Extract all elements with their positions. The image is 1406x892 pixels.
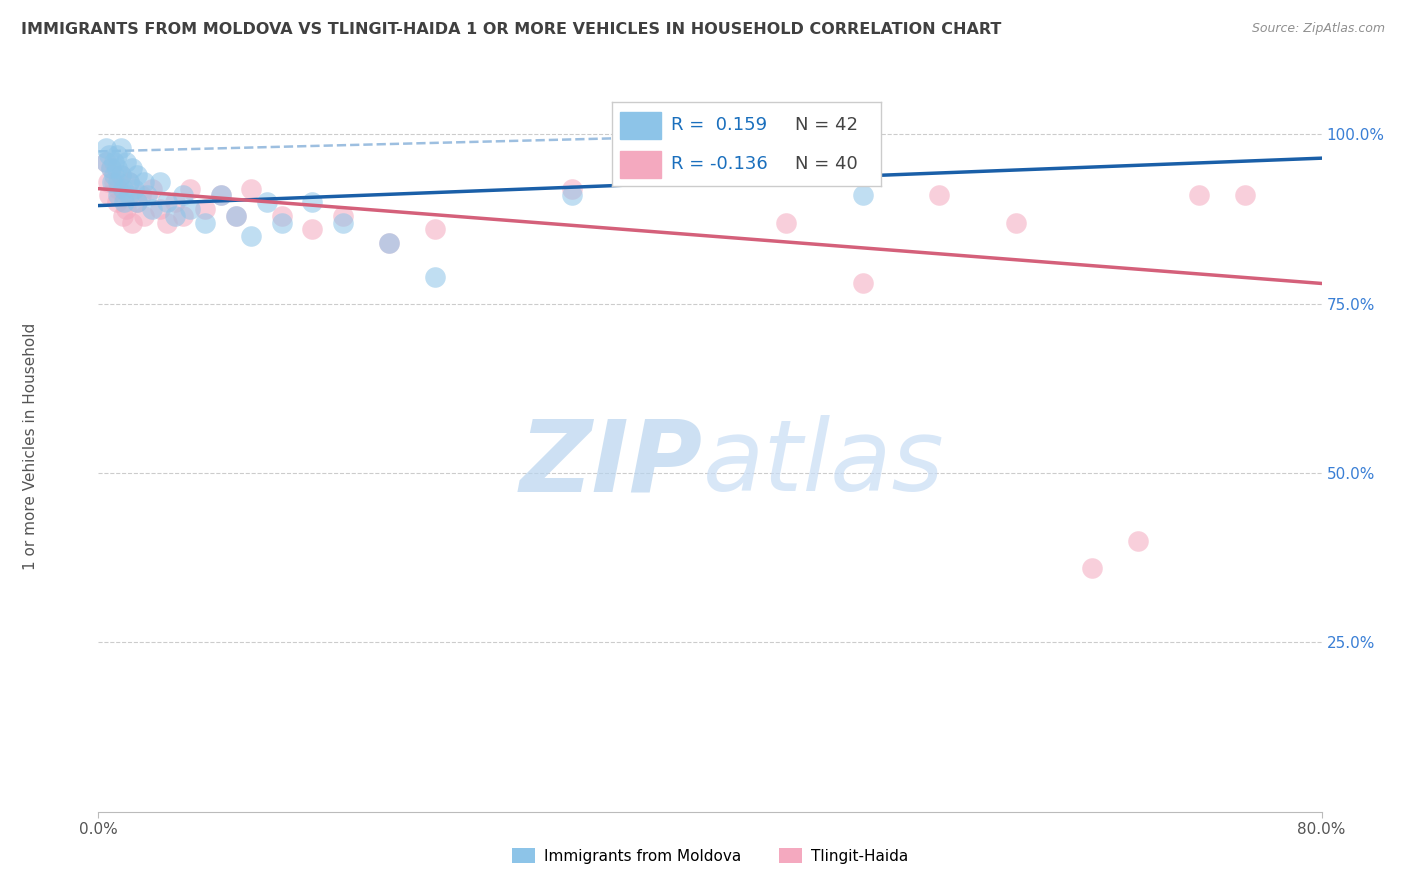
Point bbox=[118, 175, 141, 189]
Point bbox=[110, 168, 132, 182]
Point bbox=[1128, 533, 1150, 548]
Point bbox=[112, 195, 135, 210]
Point bbox=[1081, 561, 1104, 575]
Text: atlas: atlas bbox=[703, 416, 945, 512]
Point bbox=[107, 188, 129, 202]
Point bbox=[103, 154, 125, 169]
Point bbox=[156, 195, 179, 210]
Point bbox=[194, 215, 217, 229]
Text: Source: ZipAtlas.com: Source: ZipAtlas.com bbox=[1251, 22, 1385, 36]
Point bbox=[852, 277, 875, 291]
Point bbox=[98, 148, 121, 162]
Point bbox=[122, 181, 145, 195]
Point bbox=[94, 154, 117, 169]
Point bbox=[105, 148, 128, 162]
Point bbox=[110, 141, 132, 155]
Point bbox=[121, 215, 143, 229]
Text: N = 40: N = 40 bbox=[796, 154, 858, 173]
Point bbox=[852, 188, 875, 202]
Text: ZIP: ZIP bbox=[520, 416, 703, 512]
Point bbox=[107, 175, 129, 189]
Point bbox=[101, 175, 124, 189]
Point bbox=[163, 195, 186, 210]
Point bbox=[256, 195, 278, 210]
Point bbox=[423, 222, 446, 236]
Point bbox=[103, 175, 125, 189]
Point bbox=[111, 209, 134, 223]
Point bbox=[141, 181, 163, 195]
Point bbox=[332, 215, 354, 229]
Point bbox=[141, 202, 163, 216]
Legend: Immigrants from Moldova, Tlingit-Haida: Immigrants from Moldova, Tlingit-Haida bbox=[506, 842, 914, 870]
Point bbox=[125, 195, 148, 210]
Point bbox=[115, 202, 138, 216]
Point bbox=[301, 222, 323, 236]
Point bbox=[378, 235, 401, 250]
Point bbox=[118, 175, 141, 189]
Point bbox=[1234, 188, 1257, 202]
Text: R = -0.136: R = -0.136 bbox=[672, 154, 768, 173]
Point bbox=[561, 181, 583, 195]
Point bbox=[240, 181, 263, 195]
Point bbox=[156, 215, 179, 229]
Point bbox=[928, 188, 950, 202]
Point bbox=[105, 161, 128, 176]
Point bbox=[134, 175, 156, 189]
Point bbox=[105, 195, 128, 210]
Text: N = 42: N = 42 bbox=[796, 116, 858, 134]
Point bbox=[179, 181, 201, 195]
Point bbox=[332, 209, 354, 223]
Point bbox=[270, 209, 292, 223]
Point bbox=[172, 188, 194, 202]
Point bbox=[100, 161, 122, 176]
Point bbox=[179, 202, 201, 216]
Point bbox=[107, 181, 129, 195]
Point bbox=[172, 209, 194, 223]
Point bbox=[270, 215, 292, 229]
Point bbox=[94, 154, 117, 169]
Point bbox=[149, 175, 172, 189]
Point bbox=[129, 188, 152, 202]
Point bbox=[98, 188, 121, 202]
Point bbox=[115, 154, 138, 169]
Point bbox=[100, 161, 122, 176]
Bar bbox=[620, 112, 661, 139]
Point bbox=[125, 168, 148, 182]
Point bbox=[111, 181, 134, 195]
Point bbox=[94, 141, 117, 155]
Point bbox=[561, 188, 583, 202]
Point bbox=[209, 188, 232, 202]
Point bbox=[163, 209, 186, 223]
Point bbox=[1004, 215, 1026, 229]
Point bbox=[121, 161, 143, 176]
Text: IMMIGRANTS FROM MOLDOVA VS TLINGIT-HAIDA 1 OR MORE VEHICLES IN HOUSEHOLD CORRELA: IMMIGRANTS FROM MOLDOVA VS TLINGIT-HAIDA… bbox=[21, 22, 1001, 37]
Point bbox=[103, 168, 125, 182]
Point bbox=[378, 235, 401, 250]
Point bbox=[240, 229, 263, 244]
Point bbox=[136, 188, 159, 202]
Point bbox=[225, 209, 247, 223]
Point bbox=[194, 202, 217, 216]
Bar bbox=[620, 151, 661, 178]
Point bbox=[97, 175, 120, 189]
Text: R =  0.159: R = 0.159 bbox=[672, 116, 768, 134]
Point bbox=[118, 188, 141, 202]
Point bbox=[209, 188, 232, 202]
Point bbox=[125, 195, 148, 210]
Point bbox=[301, 195, 323, 210]
Point bbox=[1188, 188, 1211, 202]
Point bbox=[149, 202, 172, 216]
Point bbox=[134, 209, 156, 223]
Point bbox=[112, 188, 135, 202]
Point bbox=[225, 209, 247, 223]
Point bbox=[423, 269, 446, 284]
Point bbox=[775, 215, 797, 229]
Point bbox=[110, 168, 132, 182]
Text: 1 or more Vehicles in Household: 1 or more Vehicles in Household bbox=[24, 322, 38, 570]
